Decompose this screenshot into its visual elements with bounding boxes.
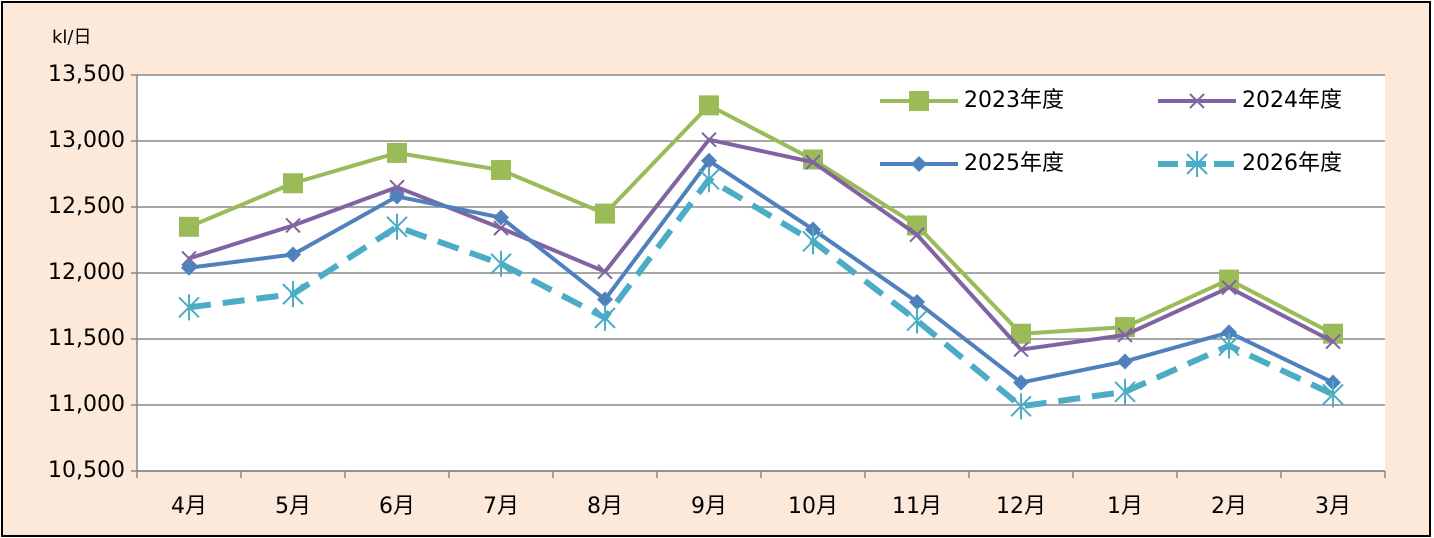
x-tick-label: 1月 xyxy=(1107,494,1143,519)
x-tick-label: 5月 xyxy=(275,494,311,519)
marker xyxy=(701,131,717,148)
marker xyxy=(386,213,408,240)
marker xyxy=(597,291,613,308)
y-tick-label: 13,500 xyxy=(48,62,125,87)
x-tick-label: 12月 xyxy=(996,494,1046,519)
y-tick-label: 12,000 xyxy=(48,260,125,285)
x-tick-label: 2月 xyxy=(1211,494,1247,519)
marker xyxy=(909,294,925,311)
marker xyxy=(1013,374,1029,391)
marker xyxy=(909,227,925,243)
marker xyxy=(285,246,301,263)
x-tick-label: 4月 xyxy=(171,494,207,519)
marker xyxy=(1221,279,1237,296)
marker xyxy=(493,209,509,226)
y-tick-label: 11,000 xyxy=(48,392,125,417)
marker xyxy=(1322,381,1344,408)
marker xyxy=(906,307,928,334)
marker xyxy=(595,203,615,224)
marker xyxy=(1011,323,1031,344)
series-line xyxy=(188,137,1334,352)
marker xyxy=(283,173,303,194)
marker xyxy=(701,152,717,169)
marker xyxy=(1114,378,1136,405)
y-tick-label: 12,500 xyxy=(48,194,125,219)
legend-label: 2023年度 xyxy=(964,88,1064,113)
marker xyxy=(909,91,929,111)
marker xyxy=(1117,353,1133,370)
marker xyxy=(282,281,304,308)
marker xyxy=(1221,324,1237,341)
marker xyxy=(389,179,405,195)
y-tick-label: 10,500 xyxy=(48,458,125,483)
x-tick-label: 9月 xyxy=(691,494,727,519)
marker xyxy=(387,142,407,163)
marker xyxy=(178,294,200,321)
legend-label: 2026年度 xyxy=(1242,151,1342,176)
x-tick-label: 8月 xyxy=(587,494,623,519)
x-tick-label: 10月 xyxy=(788,494,838,519)
marker xyxy=(1219,269,1239,290)
marker xyxy=(1218,332,1240,359)
series-line xyxy=(188,103,1334,336)
marker xyxy=(285,217,301,234)
marker xyxy=(1186,151,1208,177)
marker xyxy=(1117,327,1133,343)
marker xyxy=(805,154,821,170)
x-tick-label: 3月 xyxy=(1315,494,1351,519)
y-tick-label: 11,500 xyxy=(48,326,125,351)
marker xyxy=(597,263,613,280)
marker xyxy=(179,216,199,237)
marker xyxy=(1013,341,1029,358)
marker xyxy=(1010,393,1032,420)
x-tick-label: 7月 xyxy=(483,494,519,519)
marker xyxy=(181,259,197,276)
marker xyxy=(181,250,197,267)
x-tick-label: 6月 xyxy=(379,494,415,519)
marker xyxy=(911,156,927,172)
marker xyxy=(594,304,616,331)
marker xyxy=(1325,333,1341,350)
legend-label: 2025年度 xyxy=(964,151,1064,176)
marker xyxy=(1189,93,1205,109)
marker xyxy=(802,228,824,255)
marker xyxy=(491,160,511,181)
series-line xyxy=(188,176,1335,410)
y-unit-label: kl/日 xyxy=(52,27,92,48)
marker xyxy=(698,166,720,193)
marker xyxy=(699,95,719,116)
marker xyxy=(389,188,405,205)
y-tick-label: 13,000 xyxy=(48,128,125,153)
legend-label: 2024年度 xyxy=(1242,88,1342,113)
x-tick-label: 11月 xyxy=(892,494,942,519)
series-line xyxy=(188,158,1334,385)
marker xyxy=(490,250,512,277)
